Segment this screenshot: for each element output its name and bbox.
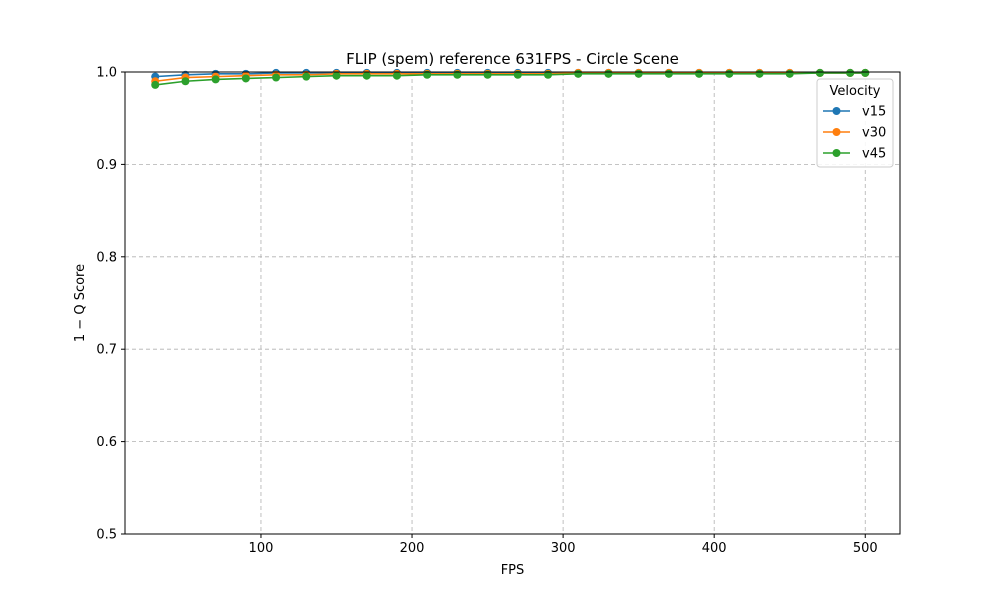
data-point bbox=[181, 77, 190, 86]
plot-frame bbox=[124, 71, 901, 535]
y-tick-label: 0.5 bbox=[96, 528, 117, 543]
legend-entries: v15 v30 v45 bbox=[823, 105, 886, 162]
data-point bbox=[815, 68, 824, 77]
data-point bbox=[725, 69, 734, 78]
x-tick-label: 300 bbox=[551, 541, 576, 556]
x-tick-label: 200 bbox=[400, 541, 425, 556]
legend-box bbox=[816, 78, 894, 168]
data-point bbox=[453, 70, 462, 79]
legend-entry-v45: v45 bbox=[823, 147, 886, 162]
y-tick-label: 0.7 bbox=[96, 343, 117, 358]
x-tick-label: 100 bbox=[249, 541, 274, 556]
data-point bbox=[846, 68, 855, 77]
y-tick-label: 0.9 bbox=[96, 158, 117, 173]
legend-label: v30 bbox=[862, 126, 886, 141]
legend-marker bbox=[832, 128, 841, 136]
data-point bbox=[302, 72, 311, 81]
data-point bbox=[332, 71, 341, 80]
y-axis-label: 1 − Q Score bbox=[73, 264, 88, 342]
x-axis-label: FPS bbox=[501, 563, 525, 578]
data-point bbox=[513, 70, 522, 79]
data-point bbox=[544, 70, 553, 79]
data-point bbox=[151, 80, 160, 89]
x-tick-label: 500 bbox=[853, 541, 878, 556]
data-point bbox=[392, 71, 401, 80]
data-point bbox=[604, 69, 613, 78]
y-axis: 0.5 0.6 0.7 0.8 0.9 1.0 bbox=[96, 66, 125, 543]
legend-label: v45 bbox=[862, 147, 886, 162]
data-point bbox=[241, 74, 250, 83]
legend-marker bbox=[832, 149, 841, 157]
y-tick-label: 1.0 bbox=[96, 66, 117, 81]
data-point bbox=[574, 69, 583, 78]
data-point bbox=[423, 70, 432, 79]
data-point bbox=[664, 69, 673, 78]
data-point bbox=[483, 70, 492, 79]
data-point bbox=[362, 71, 371, 80]
data-point bbox=[211, 75, 220, 84]
y-tick-label: 0.8 bbox=[96, 250, 117, 265]
grid bbox=[125, 71, 900, 535]
y-tick-label: 0.6 bbox=[96, 435, 117, 450]
x-axis: 100 200 300 400 500 bbox=[249, 534, 878, 556]
x-tick-label: 400 bbox=[702, 541, 727, 556]
data-point bbox=[272, 73, 281, 82]
legend-entry-v30: v30 bbox=[823, 126, 886, 141]
legend-entry-v15: v15 bbox=[823, 105, 886, 120]
data-point bbox=[785, 69, 794, 78]
legend-marker bbox=[832, 107, 841, 115]
chart-title: FLIP (spem) reference 631FPS - Circle Sc… bbox=[346, 50, 679, 68]
legend-label: v15 bbox=[862, 105, 886, 120]
data-point bbox=[634, 69, 643, 78]
data-point bbox=[755, 69, 764, 78]
legend-title: Velocity bbox=[830, 84, 881, 99]
legend: Velocity v15 v30 v45 bbox=[816, 78, 894, 168]
data-point bbox=[695, 69, 704, 78]
data-point bbox=[861, 68, 870, 77]
